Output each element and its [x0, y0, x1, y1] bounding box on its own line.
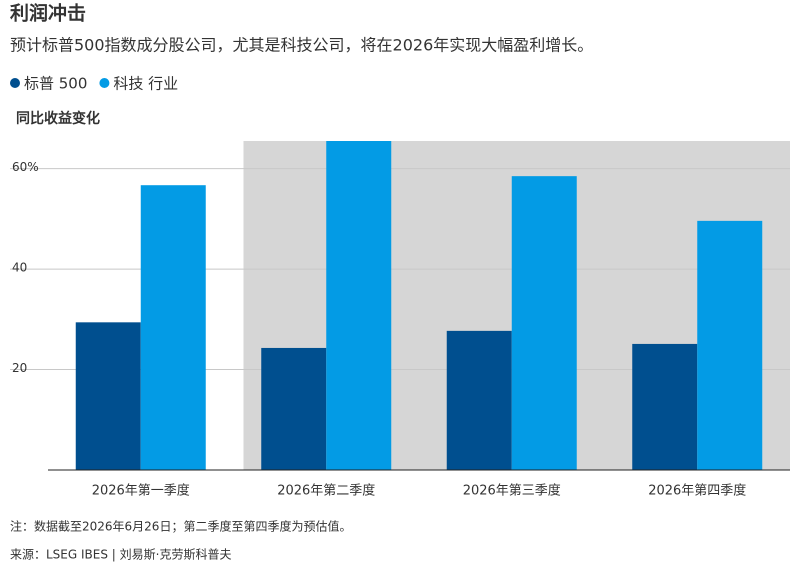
y-axis-label: 同比收益变化	[16, 110, 100, 127]
bar	[511, 176, 577, 470]
x-tick-label: 2026年第三季度	[463, 483, 561, 499]
bar	[75, 322, 141, 470]
legend-marker	[99, 78, 110, 88]
y-tick-label: 60%	[12, 160, 39, 174]
bar	[446, 330, 512, 470]
legend-label: 标普 500	[24, 75, 87, 93]
source: 来源：LSEG IBES | 刘易斯·克劳斯科普夫	[10, 548, 231, 562]
bar	[140, 185, 206, 470]
x-tick-label: 2026年第四季度	[648, 483, 746, 499]
chart-subtitle: 预计标普500指数成分股公司，尤其是科技公司，将在2026年实现大幅盈利增长。	[10, 36, 593, 55]
x-tick-label: 2026年第二季度	[277, 483, 375, 499]
y-tick-label: 40	[12, 261, 27, 275]
chart-title: 利润冲击	[10, 2, 86, 25]
bar	[261, 347, 327, 470]
x-tick-label: 2026年第一季度	[92, 483, 190, 499]
bar	[326, 141, 392, 470]
bar	[632, 343, 698, 470]
note: 注：数据截至2026年6月26日；第二季度至第四季度为预估值。	[10, 519, 351, 534]
bar	[697, 220, 763, 470]
legend-marker	[10, 78, 20, 88]
y-tick-label: 20	[12, 361, 27, 375]
legend-label: 科技 行业	[113, 75, 178, 93]
